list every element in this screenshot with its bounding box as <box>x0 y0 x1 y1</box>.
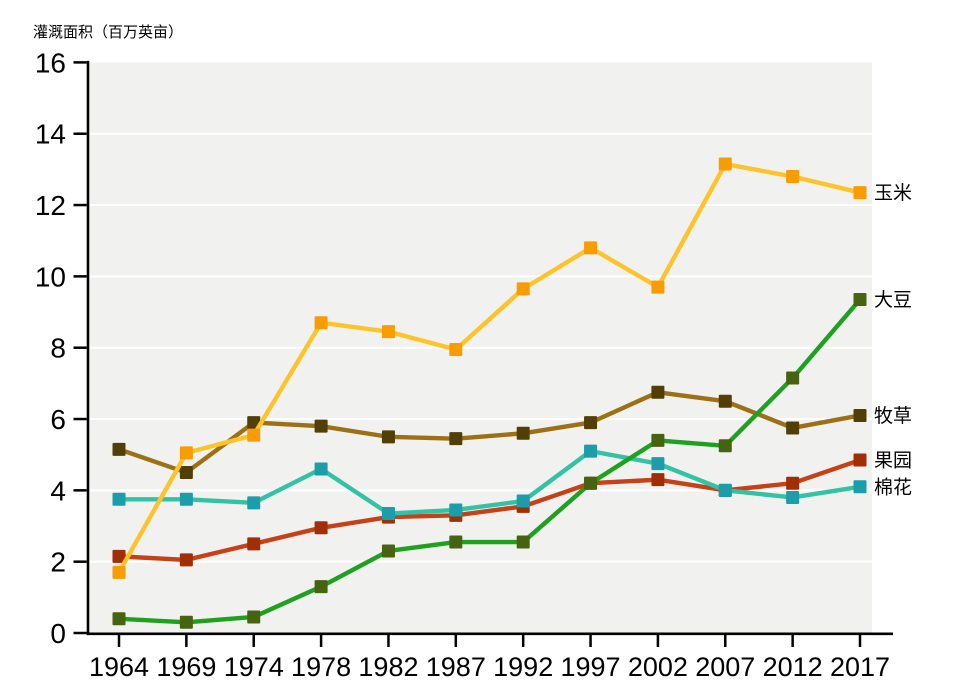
marker-orchard-2017 <box>853 453 867 467</box>
legend-label-corn: 玉米 <box>874 182 912 204</box>
marker-hay-1978 <box>314 419 328 433</box>
y-tick-label-0: 0 <box>50 618 66 649</box>
y-tick-label-14: 14 <box>35 119 66 150</box>
y-axis-tick-labels: 0 2 4 6 8 10 12 14 16 <box>35 47 66 649</box>
marker-soybean-1987 <box>449 535 463 549</box>
marker-cotton-1987 <box>449 503 463 517</box>
marker-cotton-2017 <box>853 480 867 494</box>
line-soybean <box>116 297 863 625</box>
legend-label-soybean: 大豆 <box>874 289 912 311</box>
marker-orchard-1964 <box>112 549 126 563</box>
marker-orchard-1978 <box>314 521 328 535</box>
marker-hay-1987 <box>449 432 463 446</box>
marker-corn-2007 <box>718 157 732 171</box>
legend-label-orchard: 果园 <box>874 451 912 472</box>
marker-cotton-1969 <box>179 492 193 506</box>
x-tick-label-2007: 2007 <box>695 652 755 682</box>
x-tick-label-1978: 1978 <box>291 652 351 682</box>
marker-hay-2002 <box>651 385 665 399</box>
marker-hay-2012 <box>786 421 800 435</box>
y-tick-label-16: 16 <box>35 47 66 78</box>
marker-corn-1982 <box>381 325 395 339</box>
x-tick-label-1982: 1982 <box>358 652 418 682</box>
marker-corn-1997 <box>584 241 598 255</box>
marker-hay-2017 <box>853 408 867 422</box>
marker-cotton-1964 <box>112 492 126 506</box>
legend-label-cotton: 棉花 <box>874 476 912 498</box>
marker-corn-1987 <box>449 342 463 356</box>
x-tick-label-2012: 2012 <box>763 652 823 682</box>
y-tick-label-10: 10 <box>35 261 66 292</box>
legend-label-hay: 牧草 <box>874 405 912 427</box>
marker-hay-1964 <box>112 442 126 456</box>
marker-cotton-2002 <box>651 457 665 471</box>
marker-corn-2012 <box>786 170 800 184</box>
marker-soybean-1969 <box>179 615 193 629</box>
y-tick-label-4: 4 <box>50 475 66 506</box>
marker-cotton-1974 <box>247 496 261 510</box>
x-tick-label-2002: 2002 <box>628 652 688 682</box>
marker-corn-1978 <box>314 316 328 330</box>
x-tick-label-1992: 1992 <box>493 652 553 682</box>
marker-cotton-2012 <box>786 490 800 504</box>
gridlines <box>90 132 872 563</box>
marker-soybean-1978 <box>314 580 328 594</box>
x-tick-label-1987: 1987 <box>426 652 486 682</box>
marker-cotton-1997 <box>584 444 598 458</box>
marker-hay-1969 <box>179 466 193 480</box>
line-corn <box>116 161 863 575</box>
marker-corn-1992 <box>516 282 530 296</box>
marker-soybean-1982 <box>381 544 395 558</box>
x-tick-label-2017: 2017 <box>830 652 890 682</box>
marker-soybean-1964 <box>112 612 126 626</box>
marker-soybean-1974 <box>247 610 261 624</box>
x-tick-label-1969: 1969 <box>156 652 216 682</box>
marker-hay-1992 <box>516 426 530 440</box>
marker-cotton-1992 <box>516 494 530 508</box>
data-series <box>112 157 867 629</box>
marker-orchard-1974 <box>247 537 261 551</box>
marker-cotton-1982 <box>381 507 395 521</box>
marker-orchard-2012 <box>786 476 800 490</box>
marker-hay-1997 <box>584 416 598 430</box>
y-tick-label-2: 2 <box>50 547 66 578</box>
marker-soybean-2007 <box>718 439 732 453</box>
y-tick-label-12: 12 <box>35 190 66 221</box>
x-tick-label-1997: 1997 <box>561 652 621 682</box>
y-tick-label-6: 6 <box>50 404 66 435</box>
axes <box>73 60 893 647</box>
line-hay <box>116 390 863 475</box>
marker-cotton-1978 <box>314 462 328 476</box>
marker-cotton-2007 <box>718 483 732 497</box>
x-tick-label-1974: 1974 <box>224 652 284 682</box>
marker-corn-2017 <box>853 186 867 200</box>
marker-soybean-1992 <box>516 535 530 549</box>
x-tick-label-1964: 1964 <box>89 652 149 682</box>
marker-corn-1964 <box>112 565 126 579</box>
line-orchard <box>116 457 863 563</box>
marker-corn-2002 <box>651 280 665 294</box>
line-cotton <box>116 448 863 516</box>
marker-soybean-2012 <box>786 371 800 385</box>
marker-hay-1982 <box>381 430 395 444</box>
marker-orchard-2002 <box>651 473 665 487</box>
marker-corn-1969 <box>179 446 193 460</box>
y-tick-label-8: 8 <box>50 333 66 364</box>
chart-title: 灌溉面积（百万英亩） <box>33 23 183 41</box>
x-axis-tick-labels: 1964 1969 1974 1978 1982 1987 1992 1997 2002 2007… <box>89 652 890 682</box>
marker-hay-2007 <box>718 394 732 408</box>
marker-corn-1974 <box>247 428 261 442</box>
marker-orchard-1969 <box>179 553 193 567</box>
marker-soybean-2017 <box>853 293 867 307</box>
marker-soybean-2002 <box>651 433 665 447</box>
marker-soybean-1997 <box>584 476 598 490</box>
